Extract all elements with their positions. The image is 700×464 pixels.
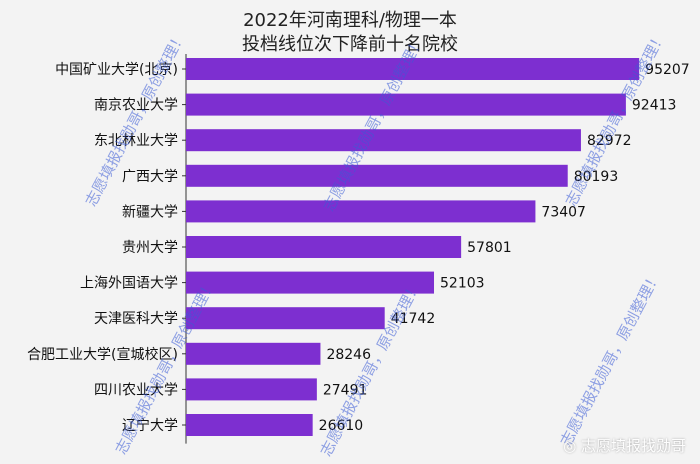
category-label: 中国矿业大学(北京) — [55, 62, 178, 78]
bar — [186, 414, 313, 436]
value-label: 52103 — [440, 276, 485, 292]
chart-subtitle: 投档线位次下降前十名院校 — [242, 34, 458, 55]
footer-brand-text: 志愿填报找勋哥 — [580, 437, 686, 455]
value-label: 95207 — [645, 62, 690, 78]
weibo-logo-icon: ◎ — [563, 437, 581, 455]
bar — [186, 342, 321, 365]
bar — [186, 93, 626, 116]
category-label: 四川农业大学 — [94, 382, 178, 398]
category-label: 南京农业大学 — [94, 98, 178, 114]
category-label: 合肥工业大学(宣城校区) — [27, 346, 178, 363]
footer-brand: ◎ 志愿填报找勋哥 — [563, 435, 686, 456]
value-label: 28246 — [326, 347, 371, 363]
chart-title: 2022年河南理科/物理一本 — [243, 10, 457, 31]
bar — [186, 164, 568, 187]
bar — [186, 236, 462, 258]
category-label: 天津医科大学 — [94, 311, 178, 327]
value-label: 73407 — [541, 204, 586, 220]
value-label: 41742 — [391, 311, 436, 327]
value-label: 92413 — [632, 98, 677, 114]
bar — [186, 129, 581, 152]
value-label: 82972 — [587, 133, 632, 149]
bar — [186, 378, 317, 401]
category-label: 东北林业大学 — [94, 133, 178, 149]
category-label: 新疆大学 — [122, 204, 178, 220]
category-label: 辽宁大学 — [122, 417, 178, 434]
bar — [186, 307, 385, 330]
bar — [186, 200, 536, 223]
value-label: 27491 — [323, 382, 368, 398]
value-label: 57801 — [467, 240, 512, 256]
value-label: 26610 — [319, 418, 364, 434]
bar — [186, 271, 435, 294]
category-label: 贵州大学 — [122, 240, 178, 256]
category-label: 广西大学 — [122, 169, 178, 185]
bar — [186, 58, 640, 80]
category-label: 上海外国语大学 — [80, 276, 178, 292]
value-label: 80193 — [574, 169, 619, 185]
